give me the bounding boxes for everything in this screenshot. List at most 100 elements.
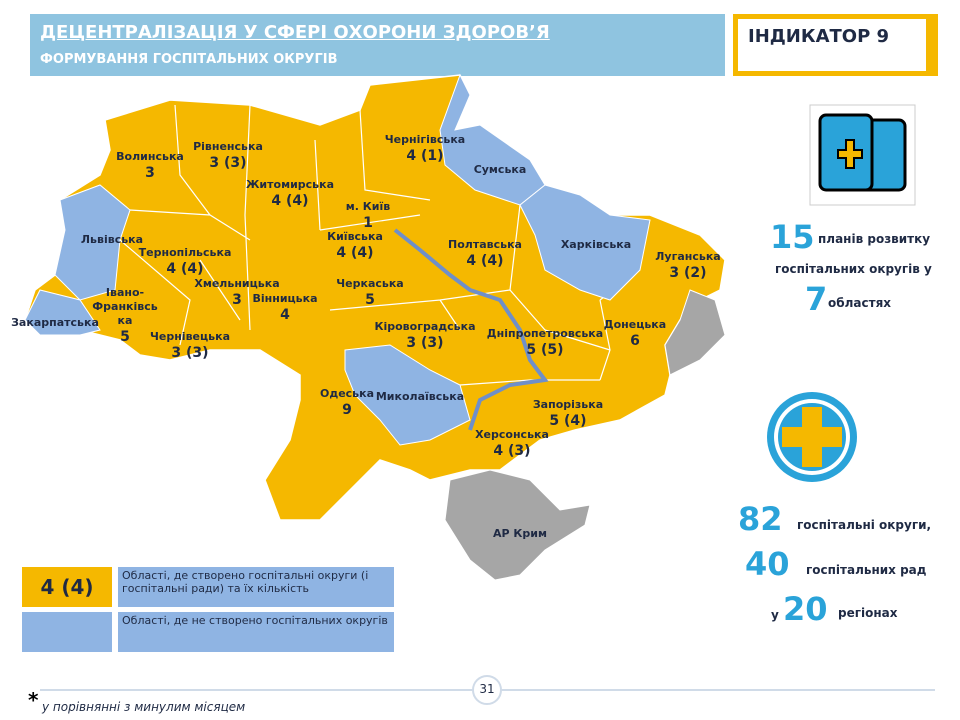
page-number: 31 — [479, 682, 495, 696]
stat-text: госпітальних округів у — [775, 262, 932, 276]
region-name: Миколаївська — [375, 390, 465, 403]
region-blue — [344, 344, 471, 446]
region-value: 4 (4) — [271, 193, 309, 209]
region-name: Івано-Франківська — [92, 286, 158, 327]
region-label: Хмельницька 3 — [177, 277, 297, 309]
stat-number: 15 — [770, 218, 815, 256]
region-name: Дніпропетровська — [486, 327, 604, 340]
region-value: 4 (4) — [336, 245, 374, 261]
asterisk: * — [28, 688, 39, 712]
region-value: 5 (5) — [526, 342, 564, 358]
region-label: Полтавська 4 (4) — [425, 238, 545, 270]
region-label: Одеська 9 — [287, 387, 407, 419]
region-label: Черкаська 5 — [310, 277, 430, 309]
subtitle: ФОРМУВАННЯ ГОСПІТАЛЬНИХ ОКРУГІВ — [40, 52, 338, 67]
region-value: 4 (3) — [493, 443, 531, 459]
region-name: Запорізька — [532, 398, 604, 411]
legend-sample: 4 (4) — [40, 575, 94, 599]
region-name: Вінницька — [252, 292, 318, 305]
river — [393, 228, 549, 431]
region-label: Вінницька 4 — [225, 292, 345, 324]
region-name: Київська — [327, 230, 383, 243]
page-circle — [472, 675, 502, 705]
region-blue — [24, 289, 101, 336]
region-label: Харківська — [536, 238, 656, 252]
region-name: Львівська — [80, 233, 144, 246]
region-value: 1 — [363, 215, 373, 231]
stat-number: 40 — [745, 545, 790, 583]
region-label: Запорізька 5 (4) — [508, 398, 628, 430]
legend-swatch — [22, 567, 112, 607]
region-label: Житомирська 4 (4) — [230, 178, 350, 210]
region-label: Львівська — [52, 233, 172, 247]
region-value: 6 — [630, 333, 640, 349]
region-value: 5 (4) — [549, 413, 587, 429]
region-name: Херсонська — [475, 428, 549, 441]
region-name: Харківська — [560, 238, 632, 251]
indicator-box — [738, 19, 926, 71]
region-name: Волинська — [116, 150, 184, 163]
region-value: 3 (2) — [669, 265, 707, 281]
region-value: 3 (3) — [171, 345, 209, 361]
cross-icon — [767, 392, 857, 482]
region-name: Закарпатська — [11, 316, 99, 329]
region-label: Миколаївська — [360, 390, 480, 404]
region-label: Волинська 3 — [90, 150, 210, 182]
region-name: Луганська — [655, 250, 721, 263]
region-name: Чернігівська — [384, 133, 466, 146]
region-label: Івано-Франківська 5 — [90, 286, 160, 346]
region-name: Тернопільська — [138, 246, 232, 259]
region-name: м. Київ — [345, 200, 391, 213]
region-name: Черкаська — [336, 277, 404, 290]
footnote: у порівнянні з минулим місяцем — [42, 700, 246, 714]
region-label: Кіровоградська 3 (3) — [365, 320, 485, 352]
legend-text: Області, де створено госпітальні округи … — [118, 567, 394, 607]
header-bar — [30, 14, 725, 76]
region-label: Закарпатська — [0, 316, 115, 330]
region-value: 3 (3) — [406, 335, 444, 351]
region-grey — [444, 469, 591, 581]
region-label: Херсонська 4 (3) — [452, 428, 572, 460]
stat-text: планів розвитку — [818, 232, 931, 246]
region-name: Житомирська — [245, 178, 335, 191]
title: ДЕЦЕНТРАЛІЗАЦІЯ У СФЕРІ ОХОРОНИ ЗДОРОВ’Я — [40, 22, 550, 43]
region-label: Донецька 6 — [575, 318, 695, 350]
region-value: 3 — [145, 165, 155, 181]
legend-text: Області, де не створено госпітальних окр… — [118, 612, 394, 652]
stat-text: областях — [828, 296, 892, 310]
region-name: Полтавська — [448, 238, 522, 251]
region-label: Чернівецька 3 (3) — [130, 330, 250, 362]
stat-text: госпітальних рад — [806, 563, 927, 577]
document-icon — [809, 104, 916, 206]
region-name: Рівненська — [193, 140, 263, 153]
region-label: Київська 4 (4) — [295, 230, 415, 262]
stat-number: 82 — [738, 500, 783, 538]
region-label: АР Крим — [460, 527, 580, 541]
region-blue — [519, 184, 651, 301]
stat-text: госпітальні округи, — [797, 518, 932, 532]
region-value: 9 — [342, 402, 352, 418]
region-label: м. Київ 1 — [308, 200, 428, 232]
region-name: Хмельницька — [194, 277, 280, 290]
region-blue — [54, 184, 131, 301]
region-label: Дніпропетровська 5 (5) — [485, 327, 605, 359]
indicator: ІНДИКАТОР 9 — [748, 26, 890, 47]
region-name: Сумська — [473, 163, 527, 176]
region-value: 3 (3) — [209, 155, 247, 171]
region-name: АР Крим — [493, 527, 547, 540]
region-label: Рівненська 3 (3) — [168, 140, 288, 172]
region-label: Тернопільська 4 (4) — [125, 246, 245, 278]
region-label: Сумська — [440, 163, 560, 177]
region-name: Кіровоградська — [374, 320, 476, 333]
stat-number: 7 — [805, 280, 828, 318]
stat-text: у — [771, 608, 779, 622]
region-value: 4 (4) — [466, 253, 504, 269]
region-name: Чернівецька — [149, 330, 230, 343]
region-name: Одеська — [319, 387, 375, 400]
stat-number: 20 — [783, 590, 828, 628]
region-label: Чернігівська 4 (1) — [365, 133, 485, 165]
region-label: Луганська 3 (2) — [628, 250, 748, 282]
region-value: 4 — [280, 307, 290, 323]
